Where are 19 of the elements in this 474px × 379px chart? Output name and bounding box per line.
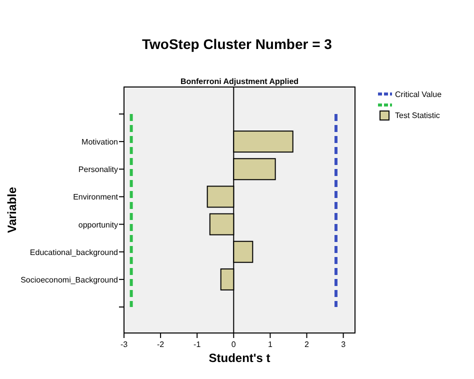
x-tick-label: 3 [341,340,346,349]
y-tick-label: Socioeconomi_Background [20,275,118,284]
legend-label: Test Statistic [395,111,440,120]
y-tick-label: opportunity [78,220,118,230]
x-axis-title: Student's t [208,351,270,365]
y-tick-label: Educational_background [30,248,118,257]
x-tick-label: -3 [120,340,128,349]
y-axis-title: Variable [5,186,19,234]
x-tick-label: -1 [194,340,202,349]
x-tick-label: 0 [231,340,236,349]
x-tick-label: 1 [268,340,273,349]
chart-subtitle: Bonferroni Adjustment Applied [180,77,299,86]
y-tick-label: Environment [73,192,119,202]
chart-title: TwoStep Cluster Number = 3 [142,36,332,52]
x-tick-label: 2 [304,340,310,349]
legend-label: Critical Value [395,90,442,99]
x-tick-label: -2 [156,340,165,349]
y-tick-label: Personality [78,165,118,174]
y-tick-label: Motivation [82,138,118,147]
